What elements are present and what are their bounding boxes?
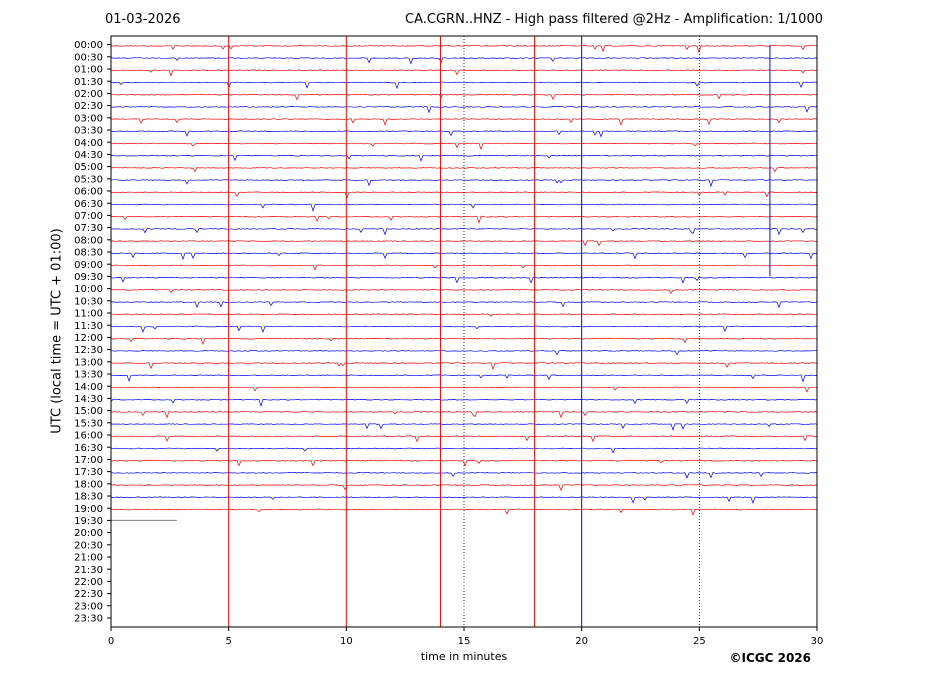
y-tick-label: 11:30: [74, 321, 103, 332]
y-tick-label: 21:00: [74, 553, 103, 564]
y-tick-label: 09:00: [74, 260, 103, 271]
x-tick-label: 0: [108, 636, 114, 647]
y-tick-label: 13:30: [74, 370, 103, 381]
y-tick-label: 23:30: [74, 614, 103, 625]
y-tick-label: 07:00: [74, 211, 103, 222]
x-tick-label: 30: [811, 636, 824, 647]
y-tick-label: 08:00: [74, 235, 103, 246]
chart-title: CA.CGRN..HNZ - High pass filtered @2Hz -…: [405, 12, 823, 27]
y-tick-label: 19:30: [74, 516, 103, 527]
y-tick-label: 20:00: [74, 528, 103, 539]
header-date: 01-03-2026: [105, 12, 181, 27]
y-tick-label: 19:00: [74, 504, 103, 515]
y-tick-label: 17:30: [74, 467, 103, 478]
y-tick-label: 20:30: [74, 540, 103, 551]
y-tick-label: 12:00: [74, 333, 103, 344]
y-tick-label: 10:30: [74, 296, 103, 307]
y-tick-label: 05:00: [74, 162, 103, 173]
y-tick-label: 07:30: [74, 223, 103, 234]
y-tick-label: 10:00: [74, 284, 103, 295]
y-tick-label: 22:00: [74, 577, 103, 588]
y-tick-label: 21:30: [74, 565, 103, 576]
y-tick-label: 23:00: [74, 601, 103, 612]
event-lines: [228, 36, 771, 627]
y-tick-label: 14:30: [74, 394, 103, 405]
trace-09:30: [110, 276, 818, 284]
y-tick-label: 13:00: [74, 357, 103, 368]
y-tick-label: 16:30: [74, 443, 103, 454]
y-tick-label: 16:00: [74, 431, 103, 442]
y-tick-label: 03:00: [74, 113, 103, 124]
y-tick-label: 02:00: [74, 89, 103, 100]
y-tick-label: 00:00: [74, 40, 103, 51]
x-tick-label: 15: [458, 636, 471, 647]
trace-17:00: [111, 459, 818, 467]
x-tick-label: 5: [225, 636, 231, 647]
x-axis-label: time in minutes: [420, 650, 508, 663]
y-tick-label: 09:30: [74, 272, 103, 283]
y-tick-label: 01:00: [74, 65, 103, 76]
y-tick-label: 02:30: [74, 101, 103, 112]
y-tick-label: 01:30: [74, 77, 103, 88]
y-tick-label: 08:30: [74, 248, 103, 259]
y-tick-label: 17:00: [74, 455, 103, 466]
x-tick-label: 25: [693, 636, 706, 647]
y-tick-label: 05:30: [74, 174, 103, 185]
y-tick-label: 06:30: [74, 199, 103, 210]
y-tick-label: 22:30: [74, 589, 103, 600]
y-tick-label: 04:30: [74, 150, 103, 161]
y-tick-label: 18:30: [74, 492, 103, 503]
y-tick-label: 18:00: [74, 479, 103, 490]
y-tick-label: 15:30: [74, 418, 103, 429]
y-tick-label: 14:00: [74, 382, 103, 393]
x-axis: 0 5 10 15 20 25 30: [108, 627, 824, 647]
y-tick-label: 15:00: [74, 406, 103, 417]
y-tick-label: 11:00: [74, 309, 103, 320]
y-tick-label: 04:00: [74, 138, 103, 149]
x-tick-label: 10: [340, 636, 353, 647]
x-tick-label: 20: [575, 636, 588, 647]
copyright-notice: ©ICGC 2026: [729, 651, 811, 665]
plot-frame: [110, 35, 818, 628]
y-tick-label: 00:30: [74, 52, 103, 63]
y-tick-label: 03:30: [74, 126, 103, 137]
y-tick-label: 06:00: [74, 187, 103, 198]
y-tick-label: 12:30: [74, 345, 103, 356]
y-axis-label: UTC (local time = UTC + 01:00): [49, 228, 65, 434]
